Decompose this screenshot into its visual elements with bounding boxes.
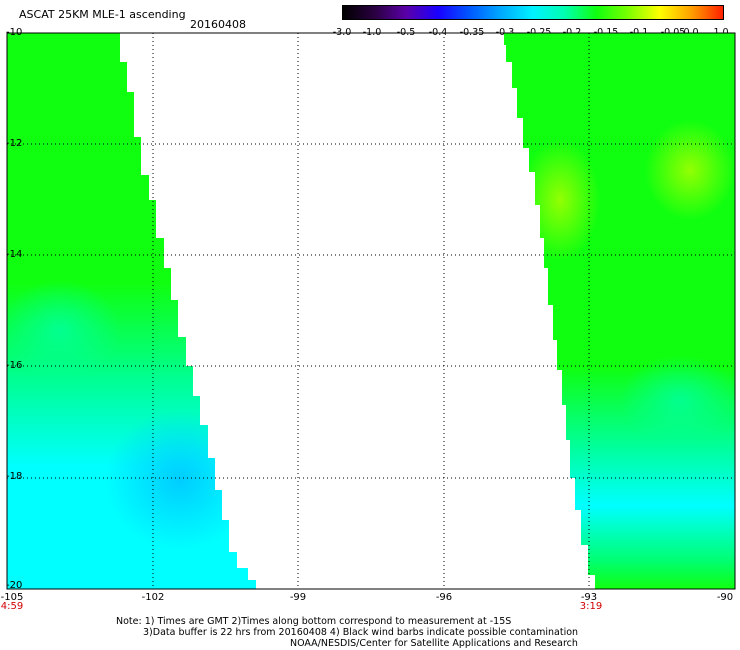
left-swath: [7, 33, 256, 589]
note-line-3: NOAA/NESDIS/Center for Satellite Applica…: [290, 638, 578, 649]
map-title: ASCAT 25KM MLE-1 ascending: [19, 8, 186, 21]
right-swath: [504, 33, 735, 589]
lat-label: -20: [6, 580, 23, 591]
lon-label: -105: [0, 592, 24, 603]
note-line-1: Note: 1) Times are GMT 2)Times along bot…: [116, 616, 512, 627]
map-date: 20160408: [190, 18, 246, 31]
lat-label: -10: [6, 27, 23, 38]
lat-label: -18: [6, 471, 23, 482]
note-line-2: 3)Data buffer is 22 hrs from 20160408 4)…: [143, 627, 579, 638]
lat-label: -12: [6, 138, 23, 149]
lon-label: -96: [435, 592, 453, 603]
lon-label: -90: [716, 592, 734, 603]
lon-label: -99: [289, 592, 307, 603]
colorbar: [342, 5, 724, 20]
lat-label: -16: [6, 360, 23, 371]
lat-label: -14: [6, 249, 23, 260]
map-frame: [6, 32, 736, 590]
time-label-left: 4:59: [0, 601, 24, 612]
time-label-right: 3:19: [579, 601, 603, 612]
lon-label: -93: [580, 592, 598, 603]
lon-label: -102: [141, 592, 165, 603]
graticule: [7, 33, 735, 589]
